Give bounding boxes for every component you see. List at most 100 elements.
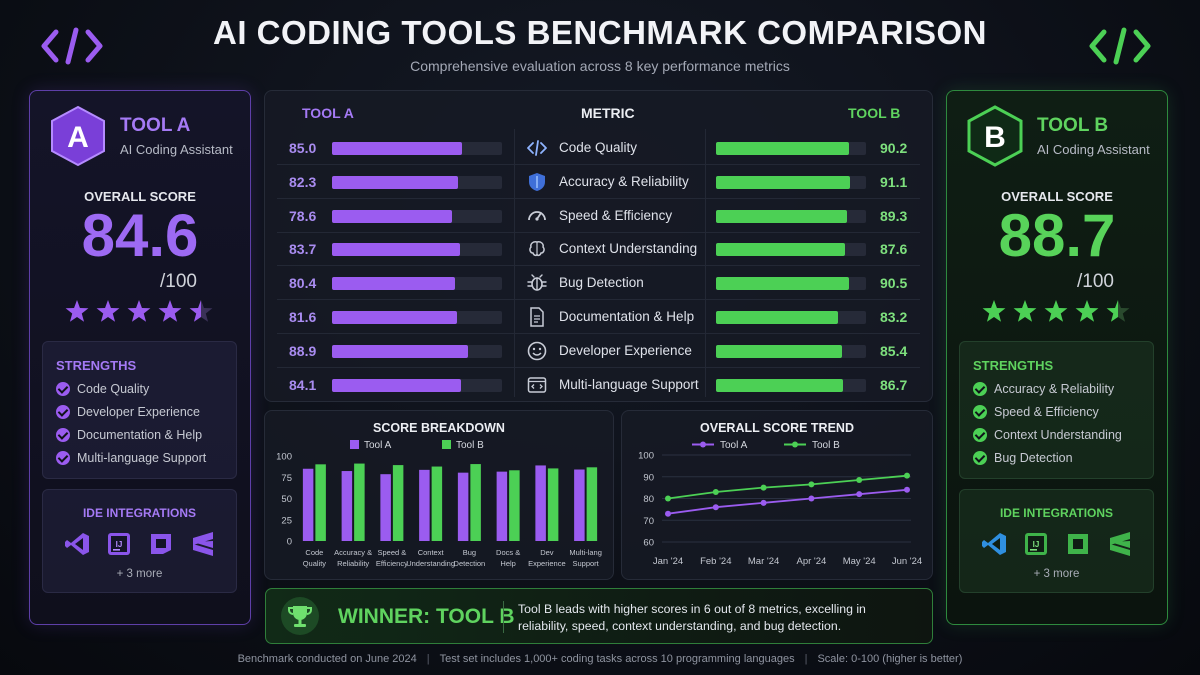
code-icon <box>527 140 547 156</box>
winner-label: WINNER: TOOL B <box>338 605 515 628</box>
y-tick-label: 25 <box>281 515 292 526</box>
metric-label: Context Understanding <box>559 241 698 257</box>
tool-b-bar-track <box>716 344 866 358</box>
table-row: 82.3 Accuracy & Reliability 91.1 <box>265 165 932 199</box>
tool-b-bar <box>716 142 849 155</box>
tool-b-value: 90.2 <box>880 140 908 156</box>
tool-a-value: 88.9 <box>289 342 317 359</box>
svg-text:Tool B: Tool B <box>456 440 484 451</box>
smiley-icon <box>527 341 547 361</box>
footer: Benchmark conducted on June 2024 | Test se… <box>237 653 963 665</box>
tool-b-bar <box>716 243 845 257</box>
data-point <box>856 491 863 498</box>
code-brackets-icon <box>1089 27 1151 65</box>
tool-b-star-rating <box>982 300 1130 322</box>
data-point <box>665 495 671 502</box>
x-tick-label: Bug <box>463 548 476 557</box>
x-tick-label: Support <box>572 559 599 568</box>
sublime-icon[interactable] <box>189 530 217 558</box>
bar <box>547 468 559 541</box>
footer-scale: Scale: 0-100 (higher is better) <box>817 653 963 665</box>
data-point <box>856 477 863 484</box>
bar <box>354 463 365 541</box>
star-icon <box>1013 300 1037 322</box>
x-tick-label: Help <box>500 559 515 568</box>
tool-b-name: TOOL B <box>1037 115 1109 136</box>
y-tick-label: 100 <box>638 451 654 462</box>
speedometer-icon <box>528 210 546 221</box>
svg-text:IJ: IJ <box>115 540 122 549</box>
strengths-title: STRENGTHS <box>56 358 137 373</box>
tool-b-value: 87.6 <box>880 241 908 258</box>
score-breakdown-chart: SCORE BREAKDOWN Tool A Tool B 0 25 50 75 100 Co… <box>264 410 614 580</box>
bar <box>431 466 443 541</box>
x-tick-label: Multi-lang <box>569 548 602 557</box>
page-title: AI CODING TOOLS BENCHMARK COMPARISON <box>213 14 987 51</box>
bar <box>419 469 430 541</box>
series-line <box>667 488 908 515</box>
chart-title: OVERALL SCORE TREND <box>700 421 854 435</box>
check-icon <box>56 405 70 419</box>
brain-icon <box>529 241 545 257</box>
footer-date: Benchmark conducted on June 2024 <box>237 653 417 665</box>
table-row: 85.0 Code Quality 90.2 <box>265 131 932 165</box>
tool-a-panel: A TOOL A AI Coding Assistant OVERALL SCO… <box>29 90 251 625</box>
vscode-icon[interactable] <box>63 530 91 558</box>
data-point <box>760 484 767 491</box>
x-tick-label: May '24 <box>843 556 876 567</box>
x-tick-label: Efficiency <box>376 559 408 568</box>
tool-b-badge-icon: B <box>967 105 1023 167</box>
table-row: 81.6 Documentation & Help 83.2 <box>265 300 932 334</box>
tool-b-bar <box>716 378 844 392</box>
tool-b-bar <box>716 277 850 291</box>
tool-b-overall-score: 88.7 <box>998 202 1116 269</box>
tool-a-badge-letter: A <box>67 121 89 154</box>
metric-label: Speed & Efficiency <box>559 207 673 223</box>
legend-item: Tool A <box>692 440 748 451</box>
bar-chart-svg: Tool A Tool B 0 25 50 75 100 Code Quality Accurac… <box>276 440 602 568</box>
star-icon <box>1075 300 1099 322</box>
ide-more-text: + 3 more <box>1033 568 1080 580</box>
strengths-title: STRENGTHS <box>973 358 1054 373</box>
tool-a-value: 80.4 <box>289 275 317 292</box>
tool-b-bar <box>716 311 839 324</box>
tool-a-bar <box>332 243 461 257</box>
strength-item: Multi-language Support <box>56 451 206 465</box>
jetbrains-icon[interactable] <box>147 530 175 558</box>
tool-a-overall-label: OVERALL SCORE <box>84 189 196 204</box>
tool-a-bar-track <box>332 277 502 291</box>
tool-a-bar-track <box>332 344 502 358</box>
jetbrains-icon[interactable] <box>1064 530 1092 558</box>
y-tick-label: 50 <box>281 494 292 505</box>
tool-b-bar-track <box>716 311 866 324</box>
winner-banner: WINNER: TOOL B Tool B leads with higher … <box>265 588 933 644</box>
y-tick-label: 0 <box>287 537 292 548</box>
y-tick-label: 75 <box>281 473 292 484</box>
code-brackets-icon <box>41 27 103 65</box>
check-icon <box>973 405 987 419</box>
bar <box>392 465 404 541</box>
intellij-icon[interactable]: IJ <box>105 530 133 558</box>
vscode-icon[interactable] <box>980 530 1008 558</box>
tool-a-bar-track <box>332 378 502 392</box>
star-icon <box>65 300 89 322</box>
data-point <box>760 499 767 506</box>
ide-integrations-title: IDE INTEGRATIONS <box>999 506 1114 520</box>
col-header-tool-a: TOOL A <box>302 105 354 121</box>
legend-item: Tool B <box>442 440 484 451</box>
code-window-icon <box>527 376 547 393</box>
bar <box>586 467 598 541</box>
intellij-icon[interactable]: IJ <box>1022 530 1050 558</box>
svg-text:Tool B: Tool B <box>812 440 840 451</box>
sublime-icon[interactable] <box>1106 530 1134 558</box>
tool-a-ide-box: IDE INTEGRATIONS IJ + 3 more <box>42 489 237 593</box>
page-subtitle: Comprehensive evaluation across 8 key pe… <box>410 58 790 74</box>
tool-a-bar-track <box>332 243 502 257</box>
bar <box>535 465 546 541</box>
svg-text:Tool A: Tool A <box>364 440 392 451</box>
strength-item: Accuracy & Reliability <box>973 382 1114 396</box>
bar <box>315 464 326 541</box>
tool-b-bar-track <box>716 243 866 257</box>
metric-label: Code Quality <box>559 140 638 155</box>
tool-a-overall-score: 84.6 <box>81 202 199 269</box>
